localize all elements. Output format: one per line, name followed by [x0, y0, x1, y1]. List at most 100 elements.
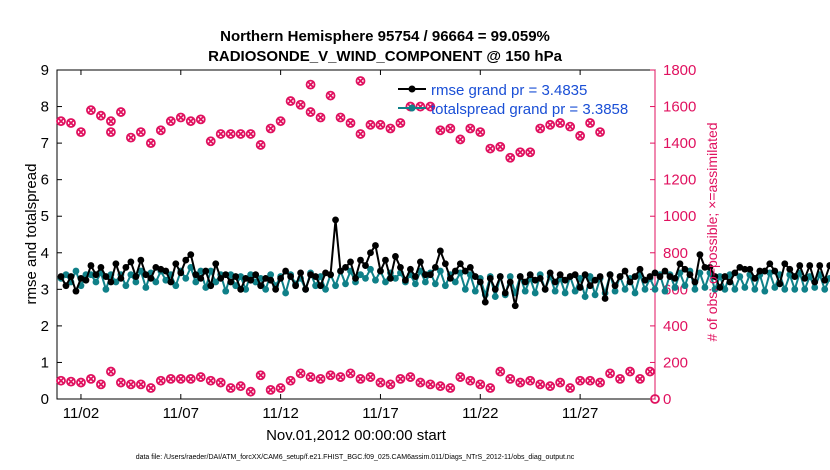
totalspread-point: [142, 284, 150, 291]
obs-assimilated-point: [515, 377, 526, 388]
obs-possible-point: [265, 123, 276, 134]
obs-possible-circle: [175, 112, 186, 123]
obs-assimilated-cross: [166, 374, 175, 383]
rmse-point: [636, 265, 644, 273]
totalspread-point: [172, 282, 180, 290]
rmse-point: [471, 273, 479, 280]
obs-possible-circle: [485, 143, 496, 154]
rmse-point: [671, 274, 679, 282]
obs-assimilated-circle: [455, 372, 466, 382]
obs-possible-cross: [466, 124, 475, 133]
obs-possible-cross: [496, 142, 505, 151]
y-tick-label: 6: [41, 172, 49, 189]
obs-possible-cross: [266, 124, 275, 133]
obs-assimilated-point: [650, 394, 660, 404]
obs-possible-circle: [135, 127, 146, 138]
totalspread-point: [431, 280, 439, 288]
y-right-tick-label: 1000: [663, 208, 696, 225]
rmse-point: [601, 295, 609, 302]
obs-assimilated-point: [525, 375, 536, 386]
obs-assimilated-point: [455, 372, 466, 382]
obs-possible-point: [255, 140, 266, 150]
chart-subtitle: RADIOSONDE_V_WIND_COMPONENT @ 150 hPa: [208, 48, 563, 65]
rmse-point: [312, 273, 319, 280]
rmse-point: [172, 260, 180, 268]
rmse-point: [786, 265, 794, 273]
totalspread-point: [362, 274, 369, 282]
rmse-point: [297, 269, 304, 277]
totalspread-point: [691, 285, 699, 293]
rmse-point: [776, 280, 784, 288]
rmse-point: [431, 264, 439, 271]
rmse-point: [751, 274, 759, 282]
obs-possible-circle: [345, 118, 356, 128]
obs-possible-circle: [115, 107, 126, 117]
obs-assimilated-cross: [316, 374, 325, 383]
obs-possible-point: [66, 118, 76, 128]
obs-possible-circle: [265, 123, 276, 134]
obs-possible-circle: [495, 141, 506, 152]
obs-possible-point: [565, 121, 576, 132]
rmse-point: [82, 276, 90, 284]
rmse-point: [606, 271, 614, 279]
rmse-point: [92, 271, 100, 279]
obs-assimilated-point: [495, 366, 506, 377]
obs-possible-cross: [136, 128, 145, 137]
rmse-point: [426, 271, 434, 279]
rmse-point: [352, 274, 359, 282]
obs-assimilated-cross: [206, 376, 215, 385]
obs-assimilated-point: [205, 375, 216, 386]
rmse-point: [761, 267, 769, 275]
obs-possible-point: [185, 116, 196, 127]
obs-possible-cross: [426, 102, 435, 111]
obs-possible-point: [435, 125, 446, 136]
rmse-point: [112, 260, 120, 268]
rmse-point: [571, 271, 579, 279]
rmse-point: [402, 276, 409, 284]
rmse-point: [192, 271, 200, 279]
totalspread-point: [531, 289, 539, 297]
obs-assimilated-circle: [395, 373, 406, 384]
obs-possible-circle: [325, 90, 336, 101]
obs-assimilated-point: [545, 381, 556, 392]
totalspread-point: [591, 291, 599, 299]
legend-label-rmse: rmse grand pr = 3.4835: [431, 82, 587, 99]
y-tick-label: 5: [41, 208, 49, 225]
totalspread-point: [741, 284, 749, 291]
rmse-point: [317, 282, 324, 290]
totalspread-point: [696, 269, 704, 277]
x-axis: 11/02 11/07 11/12 11/17 11/22 11/27: [63, 70, 598, 422]
rmse-point: [586, 282, 594, 290]
obs-possible-cross: [376, 120, 385, 129]
totalspread-point: [701, 284, 709, 291]
obs-assimilated-circle: [375, 377, 386, 388]
rmse-point: [287, 273, 295, 280]
obs-assimilated-cross: [646, 367, 654, 376]
obs-assimilated-circle: [525, 375, 536, 386]
obs-possible-cross: [346, 119, 355, 127]
obs-assimilated-point: [185, 373, 196, 384]
obs-assimilated-point: [365, 372, 376, 382]
obs-assimilated-cross: [246, 387, 255, 396]
obs-possible-cross: [296, 100, 305, 109]
x-tick-label: 11/12: [262, 405, 298, 422]
rmse-point: [501, 289, 509, 297]
obs-assimilated-point: [615, 373, 625, 384]
obs-assimilated-cross: [446, 384, 455, 392]
obs-assimilated-cross: [486, 384, 495, 392]
obs-assimilated-cross: [96, 380, 105, 389]
obs-possible-circle: [565, 121, 576, 132]
obs-possible-cross: [106, 117, 115, 126]
totalspread-point: [92, 278, 100, 286]
obs-assimilated-cross: [306, 373, 315, 382]
obs-possible-circle: [575, 130, 586, 141]
rmse-point: [237, 285, 245, 293]
obs-possible-point: [245, 129, 256, 139]
obs-assimilated-circle: [385, 379, 396, 390]
obs-possible-point: [215, 129, 226, 139]
obs-possible-circle: [385, 123, 396, 134]
obs-assimilated-point: [375, 377, 386, 388]
y-right-tick-label: 400: [663, 318, 688, 335]
rmse-point: [137, 256, 145, 264]
obs-assimilated-circle: [515, 377, 526, 388]
